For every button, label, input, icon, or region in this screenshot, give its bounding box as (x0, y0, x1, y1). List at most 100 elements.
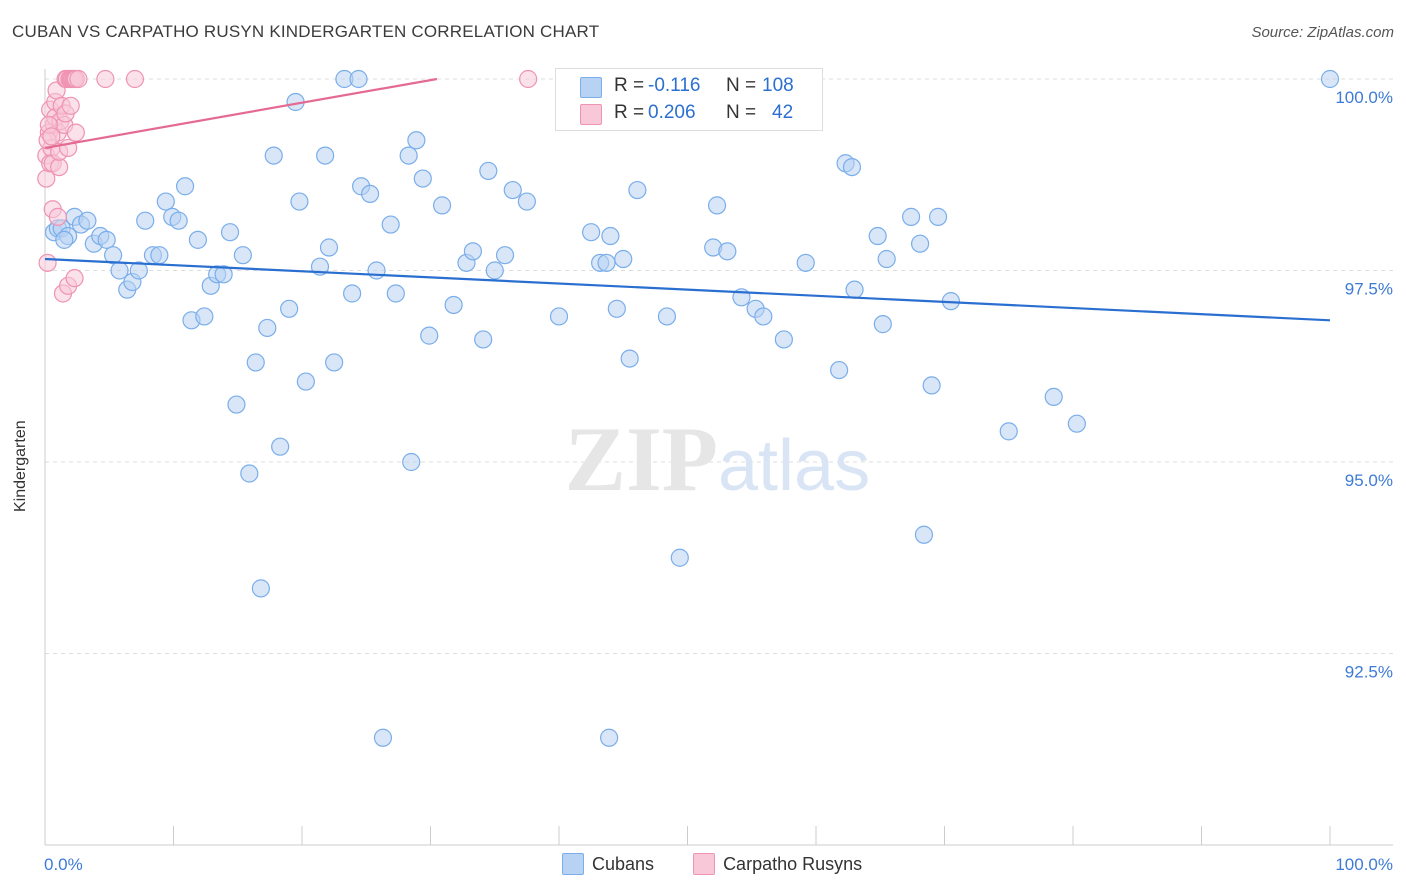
cubans-point (316, 146, 335, 165)
cubans-point (97, 230, 116, 249)
cubans-point (367, 261, 386, 280)
source-label: Source: ZipAtlas.com (1251, 24, 1394, 41)
cubans-point (628, 180, 647, 200)
legend-swatch-cubans (580, 77, 602, 98)
x-tick-label: 100.0% (1335, 855, 1393, 874)
cubans-point (670, 548, 689, 567)
y-axis-label: Kindergarten (12, 420, 29, 512)
cubans-point (258, 318, 277, 338)
cubans-point (607, 299, 626, 318)
cubans-point (796, 253, 815, 272)
cubans-point (156, 192, 175, 211)
cubans-point (349, 69, 368, 89)
cubans-point (271, 437, 290, 456)
carpatho-rusyn-point (50, 157, 69, 177)
legend-n-label: N = (726, 75, 757, 96)
cubans-point (774, 330, 793, 349)
legend-swatch-cubans (562, 853, 584, 875)
legend-r-value: -0.116 (648, 75, 701, 96)
chart-title: CUBAN VS CARPATHO RUSYN KINDERGARTEN COR… (12, 22, 600, 41)
carpatho-rusyn-point (61, 96, 80, 115)
legend-label-carpatho-rusyns: Carpatho Rusyns (723, 854, 863, 874)
legend-item-carpatho-rusyns[interactable]: Carpatho Rusyns (693, 852, 862, 876)
cubans-point (495, 246, 515, 265)
cubans-point (136, 211, 155, 230)
cubans-point (188, 230, 208, 249)
cubans-point (233, 246, 252, 265)
cubans-point (373, 728, 393, 747)
cubans-point (55, 230, 74, 249)
cubans-point (657, 307, 677, 326)
cubans-point (220, 223, 240, 242)
legend-item-cubans[interactable]: Cubans (562, 852, 654, 876)
cubans-point (910, 234, 930, 253)
cubans-point (246, 353, 265, 372)
cubans-point (280, 299, 299, 318)
cubans-point (474, 330, 493, 349)
carpatho-rusyn-point (69, 69, 88, 89)
y-tick-label: 100.0% (1335, 88, 1393, 107)
cubans-point (999, 422, 1018, 441)
cubans-point (845, 280, 864, 299)
cubans-point (343, 284, 362, 303)
cubans-point (873, 315, 892, 334)
y-tick-label: 95.0% (1345, 471, 1393, 490)
cubans-point (175, 177, 195, 196)
cubans-point (479, 161, 498, 181)
carpatho-rusyns-trend-line (44, 77, 438, 150)
cubans-point (240, 464, 259, 483)
grid-lines (45, 78, 1394, 654)
cubans-point (600, 728, 619, 747)
cubans-point (901, 207, 921, 226)
cubans-point (718, 242, 737, 261)
carpatho-rusyn-point (38, 253, 57, 272)
cubans-point (922, 376, 941, 395)
cubans-point (296, 372, 315, 391)
cubans-point (150, 246, 169, 265)
cubans-point (877, 249, 896, 269)
axes (44, 69, 1393, 846)
correlation-legend: R = -0.116 N = 108 R = 0.206 N = 42 (555, 68, 823, 131)
carpatho-rusyn-point (42, 127, 61, 146)
cubans-point (503, 180, 522, 200)
cubans-point (361, 184, 380, 203)
watermark-atlas: atlas (718, 426, 870, 506)
data-points (37, 69, 1340, 747)
cubans-point (413, 169, 432, 188)
cubans-point (251, 579, 270, 598)
cubans-point (78, 211, 97, 230)
cubans-point (214, 265, 233, 284)
cubans-point (402, 452, 421, 472)
tick-labels: 92.5% 95.0% 97.5% 100.0% 0.0% 100.0% (44, 88, 1393, 874)
cubans-point (264, 146, 283, 165)
cubans-point (707, 196, 727, 215)
legend-n-value: 108 (762, 75, 794, 96)
cubans-point (1320, 69, 1340, 89)
carpatho-rusyn-point (48, 207, 67, 226)
legend-label-cubans: Cubans (592, 854, 655, 874)
cubans-point (420, 326, 439, 345)
carpatho-rusyn-point (65, 269, 84, 288)
cubans-point (195, 307, 214, 326)
cubans-point (754, 307, 773, 326)
legend-swatch-carpatho-rusyns (580, 104, 602, 125)
cubans-point (319, 238, 339, 257)
cubans-point (914, 525, 934, 544)
series-legend: Cubans Carpatho Rusyns (562, 852, 896, 878)
cubans-point (432, 196, 452, 215)
carpatho-rusyn-point (519, 69, 538, 89)
cubans-point (868, 226, 887, 246)
legend-n-label: N = (726, 102, 757, 123)
cubans-point (582, 223, 601, 242)
carpatho-rusyn-point (96, 69, 115, 89)
cubans-point (169, 211, 188, 230)
y-axis-label-wrap: Kindergarten (12, 300, 42, 620)
series-carpatho-rusyns (37, 69, 538, 303)
watermark: ZIP atlas (565, 408, 870, 510)
watermark-zip: ZIP (565, 408, 718, 510)
y-tick-label: 97.5% (1345, 280, 1393, 299)
cubans-point (386, 284, 405, 303)
legend-swatch-carpatho-rusyns (693, 853, 716, 875)
trend-lines (44, 77, 1331, 322)
